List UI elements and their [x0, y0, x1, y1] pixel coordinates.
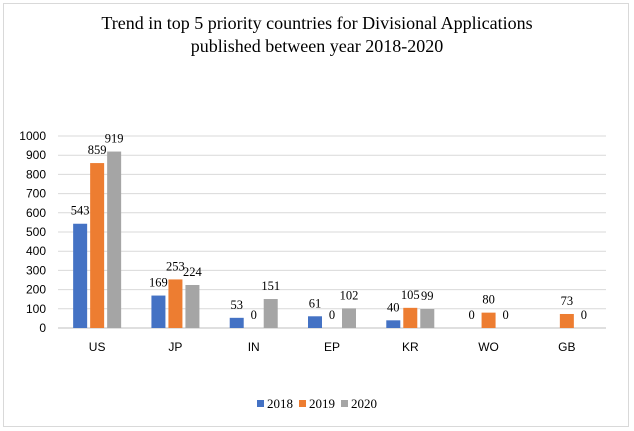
- x-tick-label: GB: [558, 340, 575, 354]
- bar: [263, 299, 278, 328]
- data-label: 0: [581, 308, 587, 322]
- legend-label: 2020: [351, 396, 377, 411]
- y-tick-label: 700: [26, 187, 46, 201]
- data-label: 0: [329, 308, 335, 322]
- data-label: 151: [261, 279, 280, 293]
- legend-item: 2018: [257, 396, 293, 412]
- data-label: 99: [421, 289, 434, 303]
- x-tick-label: KR: [402, 340, 419, 354]
- chart-title: Trend in top 5 priority countries for Di…: [0, 12, 634, 58]
- x-tick-label: US: [89, 340, 106, 354]
- bar: [420, 308, 435, 328]
- chart-title-line-2: published between year 2018-2020: [190, 36, 444, 56]
- y-tick-label: 900: [26, 148, 46, 162]
- legend-label: 2018: [267, 396, 293, 411]
- y-tick-label: 0: [39, 321, 46, 335]
- data-label: 543: [71, 204, 90, 218]
- y-tick-label: 300: [26, 263, 46, 277]
- bar: [308, 316, 322, 328]
- data-label: 0: [502, 308, 508, 322]
- data-label: 105: [401, 288, 420, 302]
- data-label: 0: [251, 308, 257, 322]
- data-label: 919: [105, 132, 124, 146]
- data-label: 40: [387, 300, 400, 314]
- bar: [229, 317, 244, 328]
- y-tick-label: 100: [26, 302, 46, 316]
- data-label: 859: [88, 143, 107, 157]
- bar: [185, 284, 200, 328]
- legend-swatch: [257, 400, 264, 407]
- legend-item: 2019: [299, 396, 335, 412]
- x-tick-label: WO: [478, 340, 499, 354]
- bar: [559, 313, 574, 328]
- chart-legend: 2018 2019 2020: [0, 396, 634, 412]
- bar: [151, 295, 166, 328]
- x-tick-label: JP: [168, 340, 182, 354]
- y-tick-label: 1000: [19, 129, 46, 143]
- data-label: 0: [468, 308, 474, 322]
- bar: [168, 279, 183, 328]
- x-tick-label: EP: [324, 340, 340, 354]
- y-tick-label: 500: [26, 225, 46, 239]
- legend-swatch: [341, 400, 348, 407]
- y-tick-label: 200: [26, 283, 46, 297]
- data-label: 253: [166, 259, 185, 273]
- bar: [107, 151, 122, 328]
- data-label: 73: [561, 294, 574, 308]
- legend-item: 2020: [341, 396, 377, 412]
- y-tick-label: 600: [26, 206, 46, 220]
- data-label: 224: [183, 265, 203, 279]
- y-tick-label: 800: [26, 167, 46, 181]
- data-label: 61: [309, 296, 322, 310]
- data-label: 80: [482, 293, 495, 307]
- chart-title-line-1: Trend in top 5 priority countries for Di…: [101, 13, 533, 33]
- bar: [90, 163, 105, 328]
- bar: [386, 320, 401, 328]
- data-label: 102: [340, 288, 359, 302]
- y-tick-label: 400: [26, 244, 46, 258]
- legend-swatch: [299, 400, 306, 407]
- legend-label: 2019: [309, 396, 335, 411]
- data-label: 169: [149, 276, 168, 290]
- x-tick-label: IN: [248, 340, 260, 354]
- bar: [73, 223, 88, 328]
- data-label: 53: [230, 298, 243, 312]
- bar: [342, 308, 356, 328]
- bar: [481, 312, 496, 328]
- bar: [403, 307, 418, 328]
